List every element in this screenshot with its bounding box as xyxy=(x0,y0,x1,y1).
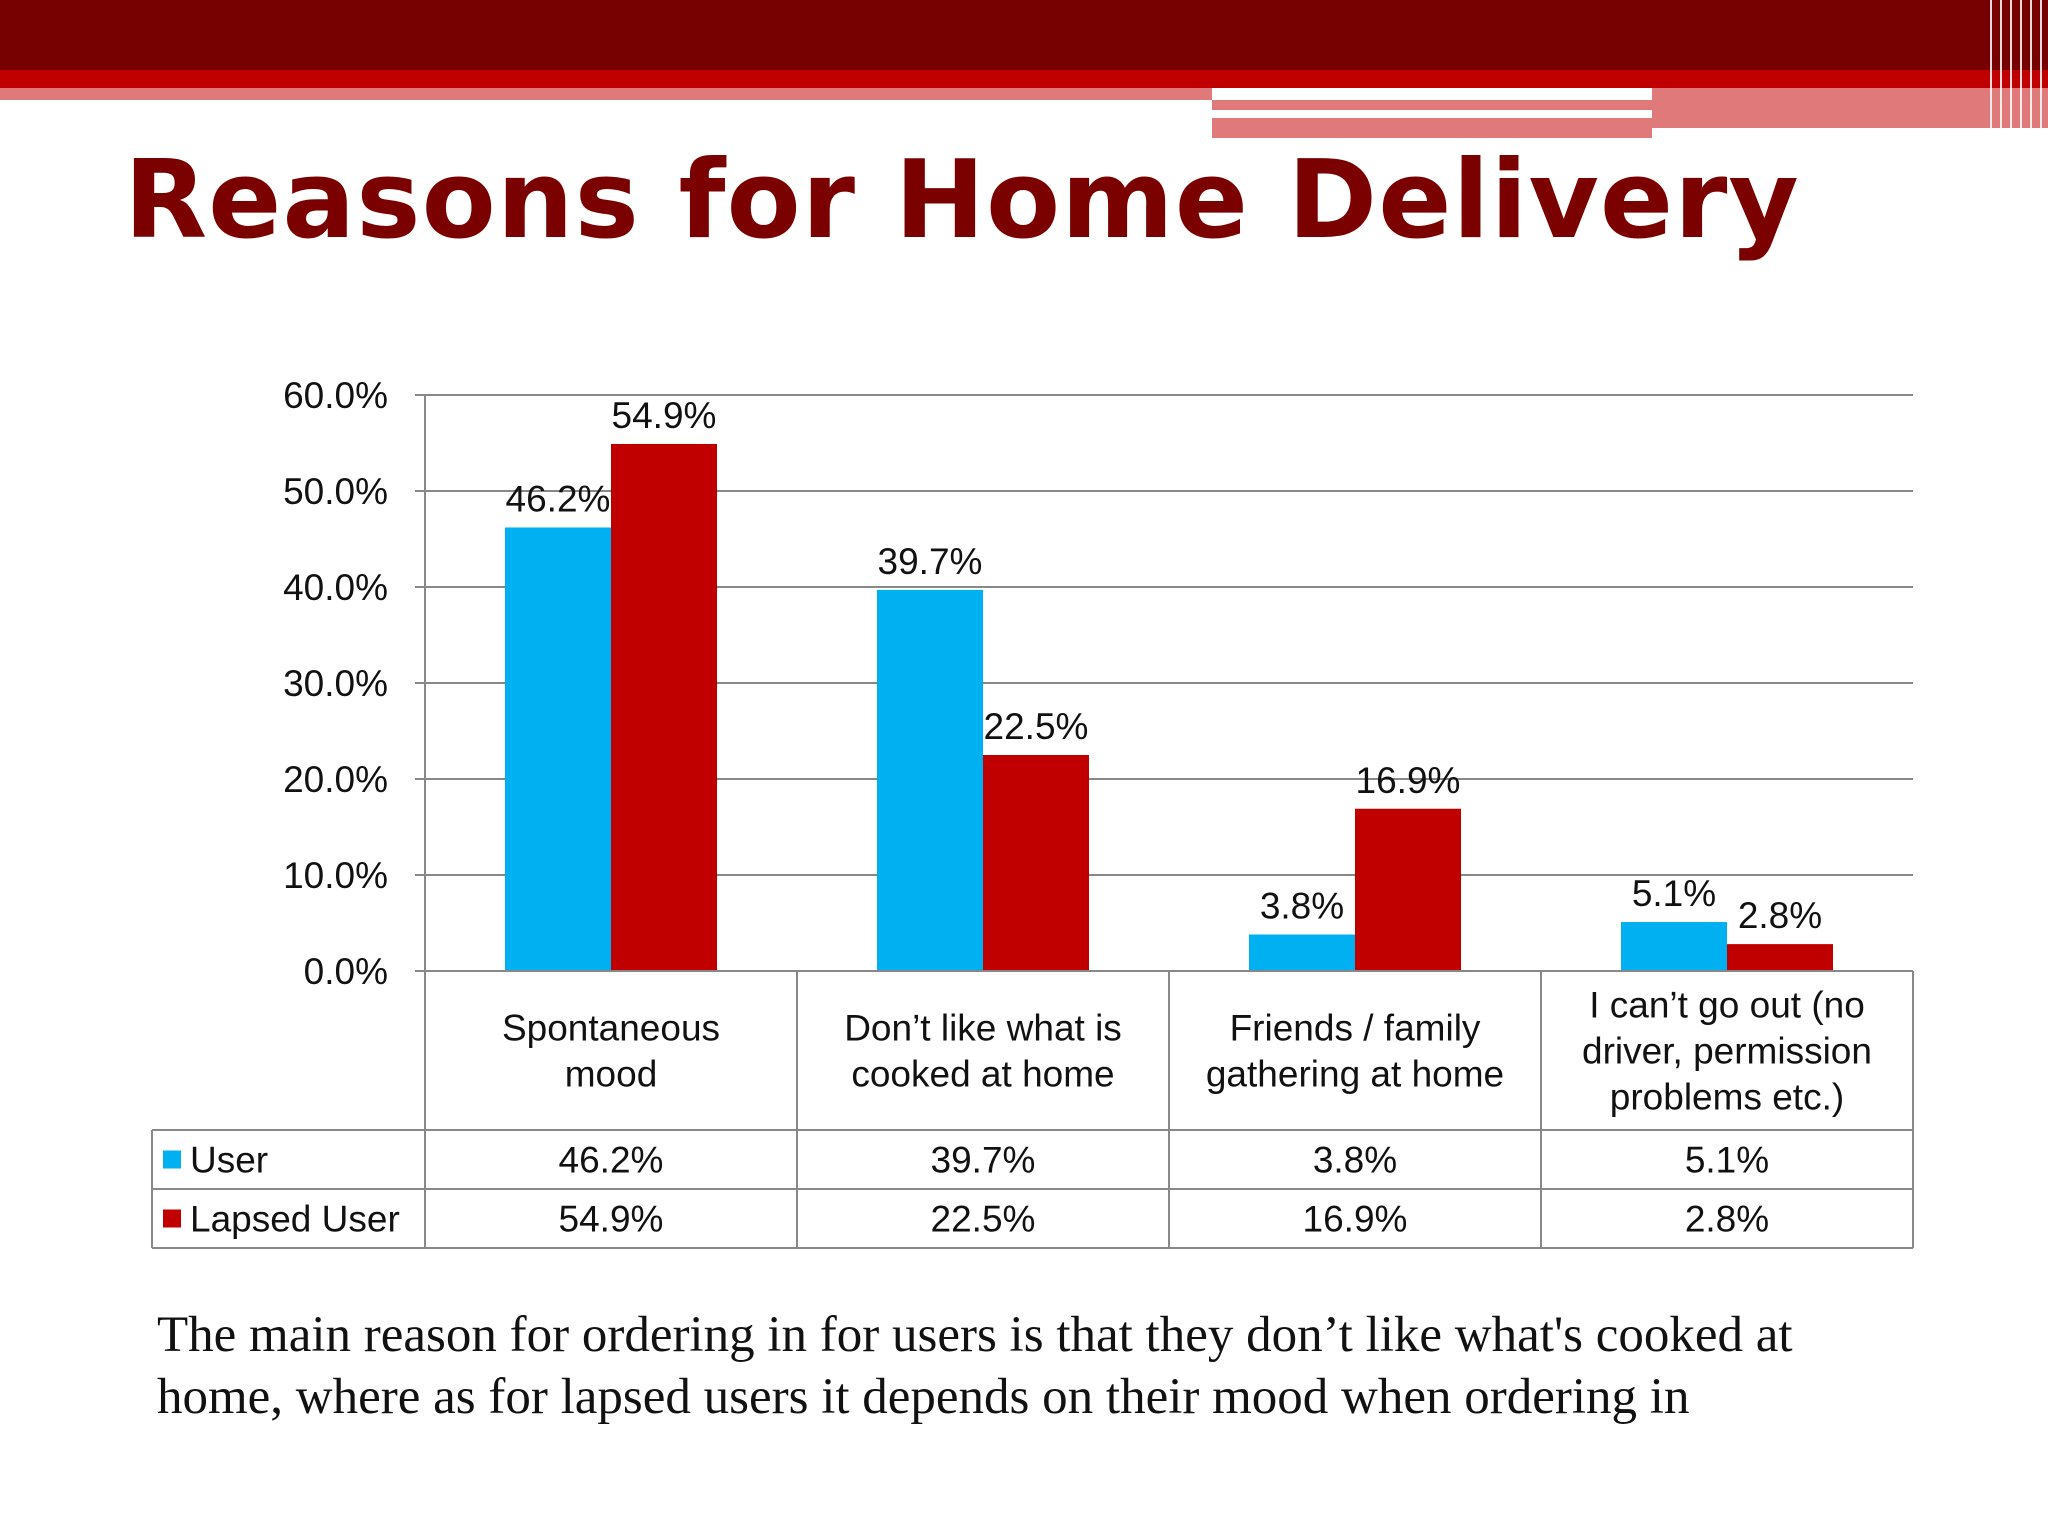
data-label: 39.7% xyxy=(878,541,983,582)
header-band-light-right xyxy=(1212,100,1652,138)
data-label: 54.9% xyxy=(612,395,717,436)
y-tick-label: 60.0% xyxy=(283,375,388,416)
header-band-right-end xyxy=(1652,88,2048,128)
category-label: driver, permission xyxy=(1582,1031,1872,1072)
header-band-white-stripe xyxy=(1212,110,1896,118)
data-label: 16.9% xyxy=(1356,760,1461,801)
bar-lapsed-user xyxy=(983,755,1089,971)
bar-lapsed-user xyxy=(1727,944,1833,971)
category-label: Friends / family xyxy=(1230,1008,1481,1049)
header-band-light-left xyxy=(0,88,1212,100)
data-label: 46.2% xyxy=(506,478,611,519)
table-cell: 16.9% xyxy=(1303,1199,1408,1240)
y-tick-label: 20.0% xyxy=(283,759,388,800)
slide-title: Reasons for Home Delivery xyxy=(124,138,1800,263)
legend-key-user xyxy=(163,1150,181,1169)
category-label: gathering at home xyxy=(1206,1054,1504,1095)
data-table: Spontaneous mood Don’t like what is cooked … xyxy=(151,971,1914,1249)
legend-label: User xyxy=(190,1140,268,1181)
data-labels: 46.2% 39.7% 3.8% 5.1% 54.9% 22.5% 16.9% 2.8% xyxy=(506,395,1823,936)
table-cell: 3.8% xyxy=(1313,1140,1397,1181)
table-cell: 46.2% xyxy=(559,1140,664,1181)
bar-lapsed-user xyxy=(1355,808,1461,971)
data-label: 22.5% xyxy=(984,706,1089,747)
y-tick-label: 30.0% xyxy=(283,663,388,704)
bar-user xyxy=(1249,934,1355,971)
bar-lapsed-user xyxy=(611,443,717,972)
table-cell: 22.5% xyxy=(931,1199,1036,1240)
legend-label: Lapsed User xyxy=(190,1199,400,1240)
y-tick-label: 40.0% xyxy=(283,567,388,608)
legend-key-lapsed-user xyxy=(163,1209,181,1228)
bar-user xyxy=(877,589,983,971)
category-label: problems etc.) xyxy=(1610,1077,1844,1118)
y-tick-label: 50.0% xyxy=(283,471,388,512)
table-cell: 5.1% xyxy=(1685,1140,1769,1181)
category-label: cooked at home xyxy=(851,1054,1114,1095)
header-band-red xyxy=(0,70,2048,88)
category-label: Don’t like what is xyxy=(844,1008,1122,1049)
header-vertical-lines xyxy=(1990,0,2048,138)
bar-user xyxy=(1621,922,1727,971)
table-cell: 54.9% xyxy=(559,1199,664,1240)
data-label: 3.8% xyxy=(1260,886,1344,927)
category-label: I can’t go out (no xyxy=(1589,985,1865,1026)
table-cell: 2.8% xyxy=(1685,1199,1769,1240)
header-band-dark xyxy=(0,0,2048,70)
y-tick-label: 10.0% xyxy=(283,855,388,896)
bar-user xyxy=(505,527,611,971)
y-tick-label: 0.0% xyxy=(304,951,388,992)
data-label: 5.1% xyxy=(1632,873,1716,914)
category-label: mood xyxy=(565,1054,658,1095)
bars xyxy=(505,443,1833,972)
data-label: 2.8% xyxy=(1738,895,1822,936)
category-label: Spontaneous xyxy=(502,1008,720,1049)
table-cell: 39.7% xyxy=(931,1140,1036,1181)
slide-caption: The main reason for ordering in for user… xyxy=(157,1307,1793,1425)
